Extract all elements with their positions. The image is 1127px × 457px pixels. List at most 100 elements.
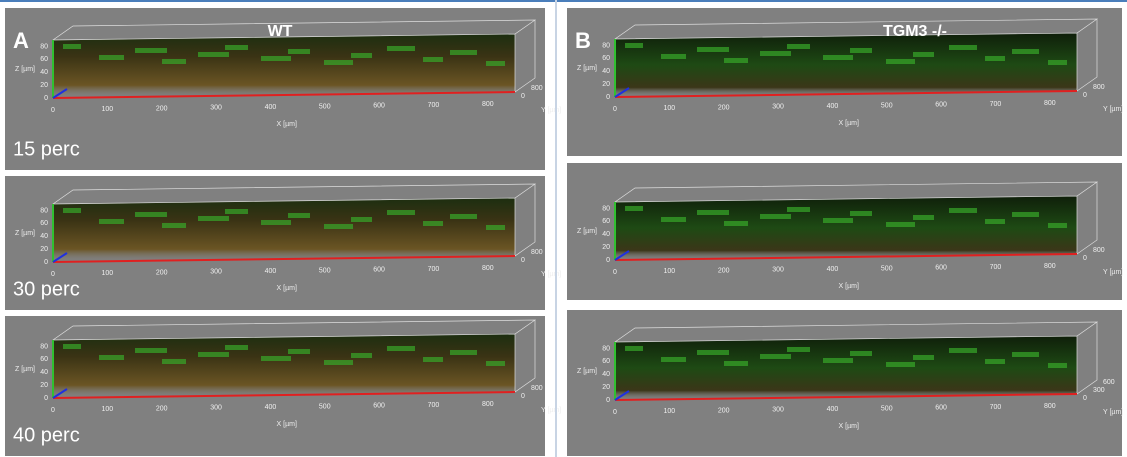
x-tick-label: 400: [827, 266, 839, 273]
fluorescence: [823, 55, 853, 60]
x-tick-label: 100: [664, 105, 676, 112]
y-tick-label: 0: [1083, 92, 1087, 99]
fluorescence: [760, 51, 791, 56]
fluorescence: [787, 207, 810, 212]
fluorescence: [99, 219, 124, 224]
x-tick-label: 700: [990, 404, 1002, 411]
x-tick-label: 400: [827, 406, 839, 413]
fluorescence: [625, 43, 643, 48]
fluorescence: [162, 359, 186, 364]
x-tick-label: 800: [482, 265, 494, 272]
x-tick-label: 0: [51, 407, 55, 414]
fluorescence: [625, 346, 643, 351]
fluorescence: [886, 222, 915, 227]
y-tick-label: 800: [531, 249, 543, 256]
z-tick-label: 60: [602, 218, 610, 225]
fluorescence: [486, 61, 505, 66]
fluorescence: [288, 213, 310, 218]
x-tick-label: 100: [102, 406, 114, 413]
z-tick-label: 40: [602, 68, 610, 75]
x-tick-label: 700: [990, 264, 1002, 271]
fluorescence: [850, 48, 872, 53]
z-tick-label: 60: [40, 220, 48, 227]
x-tick-label: 600: [935, 102, 947, 109]
y-axis: [52, 388, 68, 399]
x-tick-label: 800: [1044, 100, 1056, 107]
fluorescence: [985, 56, 1005, 61]
volume-render: [53, 34, 515, 98]
z-tick-label: 80: [40, 343, 48, 350]
y-tick-label: 300: [1093, 387, 1105, 394]
volume-render: [615, 33, 1077, 97]
x-tick-label: 800: [482, 401, 494, 408]
fluorescence: [324, 224, 353, 229]
fluorescence: [387, 346, 415, 351]
fluorescence: [225, 45, 248, 50]
x-tick-label: 100: [664, 408, 676, 415]
z-tick-label: 80: [40, 207, 48, 214]
z-tick-label: 0: [606, 397, 610, 404]
z-tick-label: 0: [606, 94, 610, 101]
z-tick-label: 80: [602, 345, 610, 352]
x-tick-label: 600: [373, 403, 385, 410]
fluorescence: [486, 225, 505, 230]
z-tick-label: 80: [40, 43, 48, 50]
x-tick-label: 800: [1044, 263, 1056, 270]
fluorescence: [1012, 49, 1039, 54]
genotype-label: WT: [268, 23, 293, 40]
box-outline: [51, 319, 537, 393]
x-tick-label: 200: [156, 269, 168, 276]
fluorescence: [850, 211, 872, 216]
x-axis-label: X [µm]: [277, 285, 297, 292]
z-tick-label: 20: [40, 382, 48, 389]
x-tick-label: 200: [718, 104, 730, 111]
fluorescence: [724, 58, 748, 63]
fluorescence: [135, 48, 167, 53]
x-tick-label: 500: [319, 267, 331, 274]
x-tick-label: 0: [613, 409, 617, 416]
x-tick-label: 700: [428, 402, 440, 409]
box-outline: [613, 18, 1099, 92]
x-axis: [614, 393, 1078, 401]
fluorescence: [823, 358, 853, 363]
x-axis: [52, 391, 516, 399]
fluorescence: [787, 44, 810, 49]
y-tick-label: 0: [1083, 255, 1087, 262]
fluorescence: [387, 210, 415, 215]
z-tick-label: 0: [44, 95, 48, 102]
fluorescence: [225, 345, 248, 350]
panel-letter: A: [13, 28, 29, 53]
fluorescence: [261, 56, 291, 61]
x-tick-label: 400: [265, 104, 277, 111]
fluorescence: [225, 209, 248, 214]
genotype-label: TGM3 -/-: [883, 23, 947, 40]
panel-letter: B: [575, 28, 591, 53]
fluorescence: [661, 357, 686, 362]
fluorescence: [162, 59, 186, 64]
fluorescence: [724, 221, 748, 226]
x-tick-label: 500: [881, 265, 893, 272]
z-tick-label: 80: [602, 205, 610, 212]
fluorescence: [760, 354, 791, 359]
y-axis: [52, 88, 68, 99]
y-tick-label: 0: [1083, 395, 1087, 402]
z-tick-label: 60: [602, 55, 610, 62]
fluorescence: [985, 219, 1005, 224]
y-axis-label: Y [µm]: [541, 407, 561, 414]
z-tick-label: 40: [602, 371, 610, 378]
fluorescence: [886, 362, 915, 367]
fluorescence: [913, 52, 934, 57]
x-axis-label: X [µm]: [277, 121, 297, 128]
z-tick-label: 80: [602, 42, 610, 49]
z-axis-label: Z [µm]: [15, 230, 35, 237]
z-tick-label: 40: [40, 369, 48, 376]
x-tick-label: 800: [1044, 403, 1056, 410]
x-axis: [614, 90, 1078, 98]
fluorescence: [450, 350, 477, 355]
fluorescence: [351, 53, 372, 58]
x-axis: [52, 91, 516, 99]
volume-render: [53, 198, 515, 262]
x-tick-label: 700: [990, 101, 1002, 108]
fluorescence: [661, 217, 686, 222]
fluorescence: [63, 44, 81, 49]
